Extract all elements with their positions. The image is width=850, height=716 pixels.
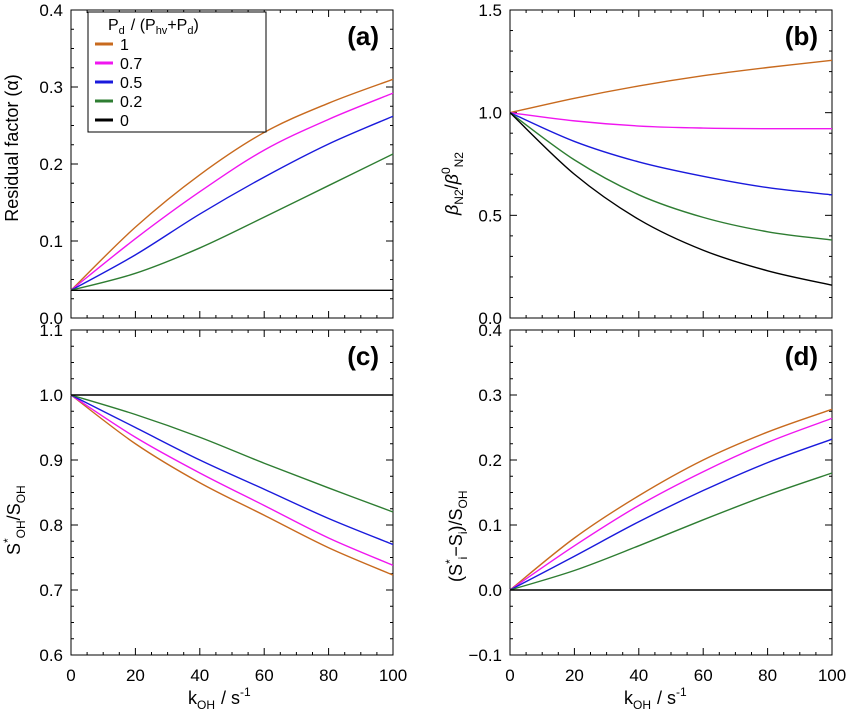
x-tick-label: 0 [66,666,75,685]
plot-frame [509,9,833,319]
y-tick-label: 0.1 [478,516,502,535]
y-tick-label: 0.0 [478,581,502,600]
y-tick-label: 0.0 [478,309,502,328]
series-line-0.5 [509,112,833,196]
series-line-1 [70,78,394,291]
legend-label: 0.5 [120,75,142,92]
y-tick-label: 0.2 [39,155,63,174]
x-tick-label: 20 [565,666,584,685]
y-tick-label: 0.3 [39,78,63,97]
legend: Pd / (Phv+Pd) 1 0.7 0.5 0.2 0 [87,11,267,133]
y-tick-label: 0.9 [39,451,63,470]
series-line-0.5 [70,115,394,291]
legend-box [87,11,267,133]
series-line-0.7 [509,417,833,591]
legend-label: 0.2 [120,94,142,111]
ylabel-a: Residual factor (α) [2,74,22,221]
series-line-0.7 [70,92,394,291]
xlabel-right: kOH / s-1 [624,685,687,712]
y-tick-label: 0.2 [478,451,502,470]
y-tick-label: 0.0 [39,309,63,328]
y-tick-label: 0.3 [478,386,502,405]
y-tick-label: 1.5 [478,1,502,20]
series-line-0.2 [70,153,394,291]
xlabel-left: kOH / s-1 [188,685,251,712]
panel-label: (d) [785,341,818,371]
y-tick-label: −0.1 [468,646,502,665]
x-tick-label: 60 [255,666,274,685]
legend-label: 0 [120,113,129,130]
y-tick-label: 0.1 [39,232,63,251]
series-line-0.5 [509,438,833,591]
x-tick-label: 40 [629,666,648,685]
x-tick-label: 60 [694,666,713,685]
plot-frame [509,329,833,656]
series-line-1 [70,394,394,576]
svg-text:kOH/ s-1: kOH / s-1 [624,685,687,712]
panel-label: (b) [785,21,818,51]
y-tick-label: 1.0 [478,104,502,123]
x-tick-label: 20 [126,666,145,685]
series-line-0.2 [509,472,833,591]
x-tick-label: 100 [379,666,407,685]
series-line-1 [509,59,833,114]
y-tick-label: 0.4 [478,321,502,340]
series-line-0.7 [70,394,394,566]
y-tick-label: 1.1 [39,321,63,340]
y-tick-label: 0.6 [39,646,63,665]
series-line-0.7 [509,111,833,130]
ylabel-c: S*OH/SOH [1,485,28,555]
legend-label: 0.7 [120,56,142,73]
series-line-0.5 [70,394,394,546]
series-line-0.2 [509,112,833,241]
ylabel-d: (S*i−Si)/SOH [443,490,470,582]
y-tick-label: 0.8 [39,516,63,535]
series-line-1 [509,408,833,591]
y-tick-label: 0.7 [39,581,63,600]
panel-c: 0 20 40 60 80 100 0.6 0.7 0.8 0.9 1.0 1.1 (c) [39,321,407,685]
x-tick-label: 100 [818,666,846,685]
legend-label: 1 [120,37,129,54]
x-tick-label: 80 [758,666,777,685]
ylabel-b: βN2/β0N2 [439,152,466,216]
panel-label: (c) [347,341,379,371]
y-tick-label: 1.0 [39,386,63,405]
series-line-0.2 [70,394,394,513]
legend-title: Pd / (Phv+Pd) [108,17,199,37]
y-tick-label: 0.5 [478,206,502,225]
x-tick-label: 80 [319,666,338,685]
panel-label: (a) [347,21,379,51]
plot-frame [70,329,394,656]
x-tick-label: 0 [505,666,514,685]
svg-text:kOH/ s-1: kOH / s-1 [188,685,251,712]
series-line-0 [509,112,833,286]
panel-d: 0 20 40 60 80 100 −0.1 0.0 0.1 0.2 0.3 0.4 (d) [468,321,846,685]
panel-b: 0.0 0.5 1.0 1.5 (b) [478,1,833,328]
y-tick-label: 0.4 [39,1,63,20]
x-tick-label: 40 [190,666,209,685]
